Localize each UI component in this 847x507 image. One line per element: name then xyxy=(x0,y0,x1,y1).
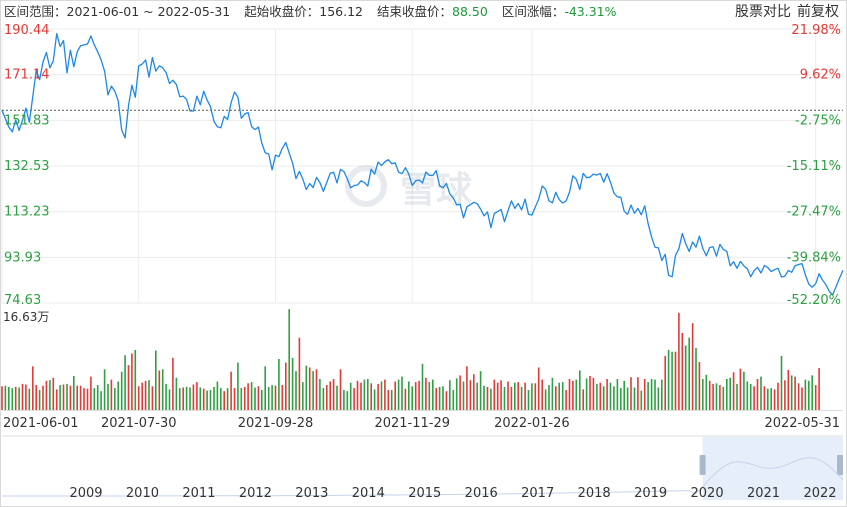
change-label: 区间涨幅： xyxy=(501,4,565,19)
range-summary: 区间范围：2021-06-01 ~ 2022-05-31 起始收盘价：156.12… xyxy=(4,1,617,20)
end-price-value: 88.50 xyxy=(452,4,488,19)
change-value: -43.31% xyxy=(564,4,617,19)
stock-compare-button[interactable]: 股票对比 xyxy=(735,4,791,20)
chart-toolbar: 股票对比 前复权 xyxy=(729,1,839,21)
forward-adjust-button[interactable]: 前复权 xyxy=(797,4,839,20)
start-price-value: 156.12 xyxy=(319,4,363,19)
range-value: 2021-06-01 ~ 2022-05-31 xyxy=(66,4,231,19)
start-price-label: 起始收盘价： xyxy=(244,4,320,19)
range-label: 区间范围： xyxy=(4,4,67,19)
end-price-label: 结束收盘价： xyxy=(377,4,453,19)
